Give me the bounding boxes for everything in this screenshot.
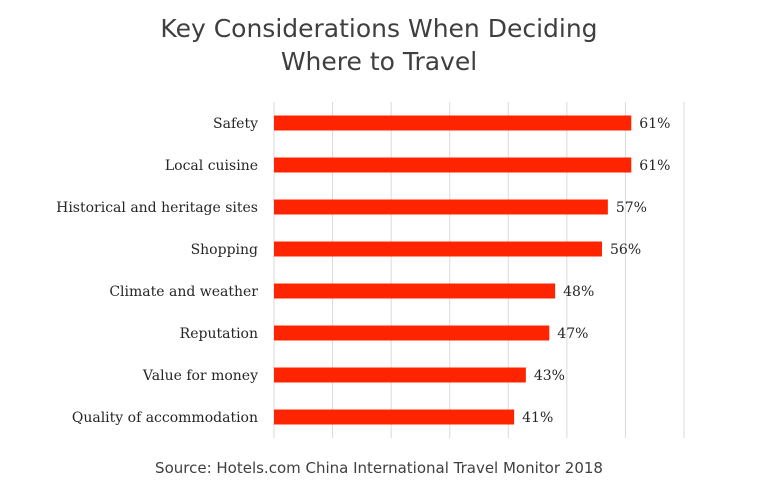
chart-title-line-1: Key Considerations When Deciding <box>160 14 598 43</box>
category-label: Climate and weather <box>109 284 258 300</box>
data-label: 43% <box>534 368 565 384</box>
category-label: Reputation <box>180 326 258 342</box>
data-label: 61% <box>639 116 670 132</box>
category-label: Local cuisine <box>165 158 258 174</box>
data-label: 41% <box>522 410 553 426</box>
bar <box>274 241 602 257</box>
bar <box>274 157 632 173</box>
bar <box>274 199 608 215</box>
bar <box>274 409 515 425</box>
category-label: Shopping <box>191 242 258 258</box>
data-label: 47% <box>557 326 588 342</box>
chart-title: Key Considerations When Deciding Where t… <box>0 12 758 78</box>
data-label: 61% <box>639 158 670 174</box>
category-label: Quality of accommodation <box>72 410 258 426</box>
chart-title-line-2: Where to Travel <box>280 47 478 76</box>
category-label: Historical and heritage sites <box>56 200 258 216</box>
category-label: Value for money <box>142 368 258 384</box>
source-note: Source: Hotels.com China International T… <box>155 459 603 477</box>
data-label: 48% <box>563 284 594 300</box>
bar <box>274 115 632 131</box>
data-label: 56% <box>610 242 641 258</box>
bar <box>274 367 526 383</box>
bar <box>274 283 556 299</box>
data-label: 57% <box>616 200 647 216</box>
category-label: Safety <box>213 116 258 132</box>
bar <box>274 325 550 341</box>
